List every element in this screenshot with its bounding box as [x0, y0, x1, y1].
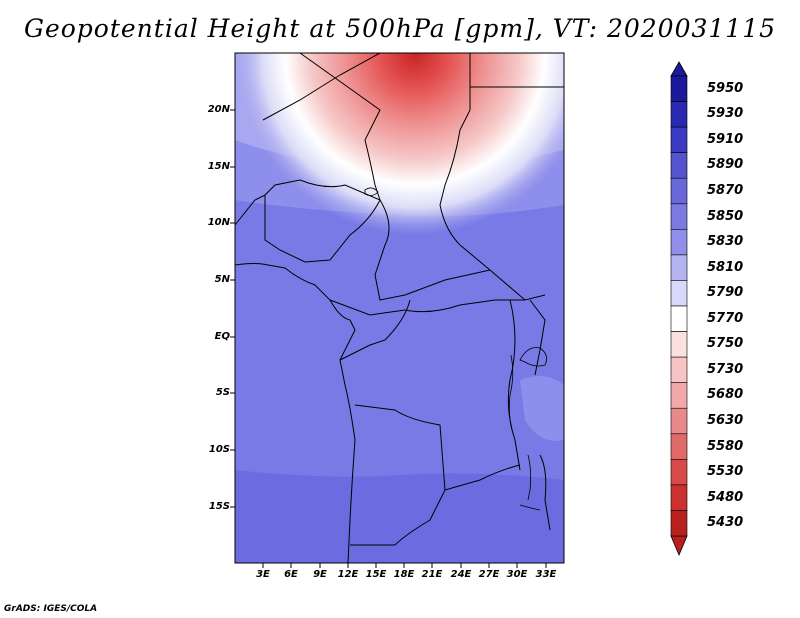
colorbar-swatch-5630	[670, 407, 688, 435]
colorbar-label-5680: 5680	[707, 387, 744, 403]
patch-mid-blue-east	[520, 376, 564, 441]
colorbar-swatch-5580	[670, 433, 688, 460]
colorbar-label-5890: 5890	[707, 157, 744, 173]
lon-label-3e: 3E	[256, 569, 270, 580]
lake-malawi	[527, 454, 532, 501]
colorbar-swatch-5480	[670, 484, 688, 511]
colorbar-label-5750: 5750	[707, 336, 744, 352]
map-frame	[234, 52, 565, 564]
colorbar-swatch-5830	[670, 229, 688, 256]
colorbar-swatch-5950	[670, 75, 688, 102]
colorbar-label-5870: 5870	[707, 183, 744, 198]
colorbar-swatch-5430	[670, 510, 688, 537]
axis-ticks	[230, 109, 547, 568]
lon-label-27e: 27E	[478, 569, 500, 580]
colorbar-swatch-5870	[670, 177, 688, 205]
lon-label-33e: 33E	[535, 569, 557, 580]
lake-kariba	[519, 504, 541, 511]
border-car	[374, 199, 491, 301]
colorbar-label-5810: 5810	[707, 259, 744, 275]
colorbar-bottom-arrow	[670, 535, 688, 557]
lat-label-5n: 5N	[214, 274, 230, 285]
colorbar-label-5480: 5480	[707, 489, 744, 505]
grads-credit: GrADS: IGES/COLA	[4, 604, 98, 614]
lon-label-30e: 30E	[506, 569, 528, 580]
lat-label-eq: EQ	[214, 331, 230, 342]
colorbar-swatch-5810	[670, 254, 688, 281]
colorbar-swatch-5850	[670, 203, 688, 230]
colorbar-label-5580: 5580	[707, 438, 744, 454]
colorbar-label-5770: 5770	[707, 310, 744, 326]
colorbar-label-5790: 5790	[707, 285, 744, 301]
band-dark-blue-south	[235, 470, 564, 563]
coastline-west	[235, 263, 356, 563]
border-benin	[235, 194, 266, 226]
colorbar-label-5430: 5430	[707, 515, 744, 531]
border-algeria-niger	[262, 53, 381, 121]
colorbar-label-5850: 5850	[707, 208, 744, 224]
border-libya-sudan	[439, 53, 546, 301]
colorbar-swatch-5530	[670, 458, 688, 486]
colorbar-swatch-5930	[670, 101, 688, 128]
chart-title: Geopotential Height at 500hPa [gpm], VT:…	[23, 14, 777, 43]
water-bodies	[364, 187, 548, 511]
lon-label-15e: 15E	[365, 569, 387, 580]
colorbar-label-5630: 5630	[707, 413, 744, 428]
border-mozambique	[539, 454, 551, 531]
lon-label-21e: 21E	[421, 569, 443, 580]
lake-chad	[364, 187, 379, 196]
border-niger-chad	[299, 53, 381, 201]
lat-label-10s: 10S	[208, 444, 230, 455]
colorbar	[670, 61, 688, 557]
colorbar-swatch-5750	[670, 331, 688, 358]
border-nigeria	[264, 179, 381, 263]
colorbar-label-5950: 5950	[707, 80, 744, 96]
border-gabon-congo	[339, 299, 411, 361]
border-angola-namibia	[350, 489, 446, 546]
colorbar-swatch-5730	[670, 356, 688, 384]
lon-label-18e: 18E	[393, 569, 415, 580]
colorbar-swatch-5890	[670, 152, 688, 179]
country-borders	[235, 53, 564, 563]
lon-label-6e: 6E	[284, 569, 298, 580]
map-fill-layer	[235, 53, 564, 563]
colorbar-label-5530: 5530	[707, 464, 744, 480]
lon-label-12e: 12E	[337, 569, 359, 580]
colorbar-label-5730: 5730	[707, 361, 744, 377]
colorbar-swatch-5680	[670, 382, 688, 409]
colorbar-label-5910: 5910	[707, 131, 744, 147]
lat-label-10n: 10N	[207, 217, 230, 228]
lat-label-5s: 5S	[215, 387, 230, 398]
lat-label-15n: 15N	[207, 161, 230, 172]
lake-tanganyika	[508, 354, 514, 431]
colorbar-label-5830: 5830	[707, 234, 744, 250]
lat-label-20n: 20N	[207, 104, 230, 115]
lon-label-24e: 24E	[450, 569, 472, 580]
colorbar-swatch-5910	[670, 126, 688, 153]
colorbar-top-arrow	[670, 61, 688, 77]
border-cameroon-congo	[329, 299, 525, 316]
border-angola	[354, 404, 521, 491]
border-uganda-kenya	[529, 299, 546, 376]
ridge-gradient	[235, 53, 564, 253]
lat-label-15s: 15S	[208, 501, 230, 512]
lake-victoria	[519, 347, 548, 367]
lon-label-9e: 9E	[313, 569, 327, 580]
colorbar-swatch-5770	[670, 305, 688, 332]
colorbar-label-5930: 5930	[707, 106, 744, 122]
colorbar-swatch-5790	[670, 280, 688, 307]
